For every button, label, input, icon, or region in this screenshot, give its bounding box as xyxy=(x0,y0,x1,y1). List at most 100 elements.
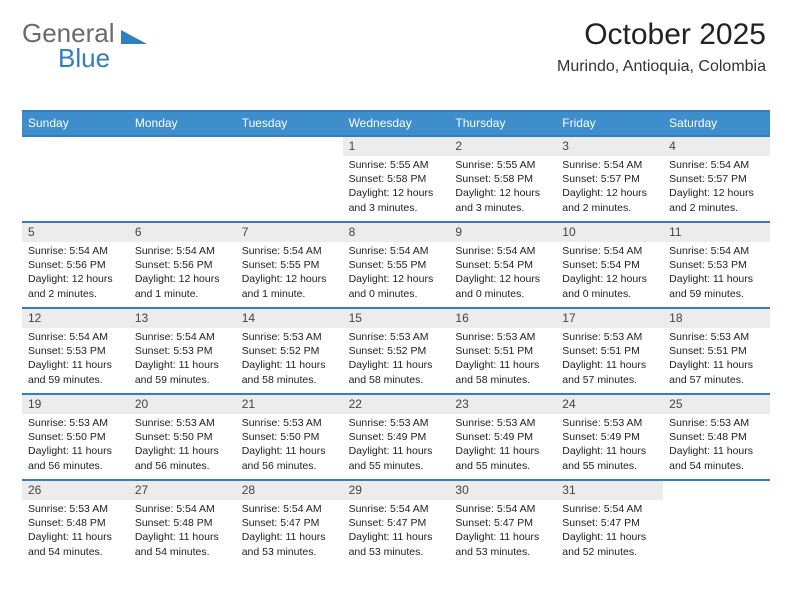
sunrise-text: Sunrise: 5:54 AM xyxy=(669,158,764,172)
day-number: 1 xyxy=(343,137,450,156)
sunrise-text: Sunrise: 5:53 AM xyxy=(455,416,550,430)
sunset-text: Sunset: 5:47 PM xyxy=(349,516,444,530)
calendar-day-cell: 28Sunrise: 5:54 AMSunset: 5:47 PMDayligh… xyxy=(236,481,343,565)
calendar-day-cell: 22Sunrise: 5:53 AMSunset: 5:49 PMDayligh… xyxy=(343,395,450,479)
day-header: Friday xyxy=(556,112,663,135)
daylight-text: Daylight: 11 hours and 53 minutes. xyxy=(455,530,550,558)
sunrise-text: Sunrise: 5:53 AM xyxy=(242,416,337,430)
day-details: Sunrise: 5:54 AMSunset: 5:47 PMDaylight:… xyxy=(449,500,556,563)
sunset-text: Sunset: 5:49 PM xyxy=(562,430,657,444)
day-number: 5 xyxy=(22,223,129,242)
calendar-day-cell: 10Sunrise: 5:54 AMSunset: 5:54 PMDayligh… xyxy=(556,223,663,307)
day-details: Sunrise: 5:53 AMSunset: 5:50 PMDaylight:… xyxy=(129,414,236,477)
sunset-text: Sunset: 5:55 PM xyxy=(349,258,444,272)
day-details: Sunrise: 5:54 AMSunset: 5:47 PMDaylight:… xyxy=(343,500,450,563)
calendar-week-row: 12Sunrise: 5:54 AMSunset: 5:53 PMDayligh… xyxy=(22,307,770,393)
day-details: Sunrise: 5:53 AMSunset: 5:50 PMDaylight:… xyxy=(236,414,343,477)
daylight-text: Daylight: 11 hours and 57 minutes. xyxy=(669,358,764,386)
daylight-text: Daylight: 11 hours and 59 minutes. xyxy=(28,358,123,386)
day-number: 12 xyxy=(22,309,129,328)
calendar-day-cell: 31Sunrise: 5:54 AMSunset: 5:47 PMDayligh… xyxy=(556,481,663,565)
day-details: Sunrise: 5:54 AMSunset: 5:57 PMDaylight:… xyxy=(663,156,770,219)
sunrise-text: Sunrise: 5:53 AM xyxy=(28,416,123,430)
sunset-text: Sunset: 5:50 PM xyxy=(242,430,337,444)
calendar-day-cell: 7Sunrise: 5:54 AMSunset: 5:55 PMDaylight… xyxy=(236,223,343,307)
sunset-text: Sunset: 5:49 PM xyxy=(349,430,444,444)
day-number: 30 xyxy=(449,481,556,500)
calendar-day-cell: 1Sunrise: 5:55 AMSunset: 5:58 PMDaylight… xyxy=(343,137,450,221)
daylight-text: Daylight: 12 hours and 1 minute. xyxy=(242,272,337,300)
sunrise-text: Sunrise: 5:53 AM xyxy=(669,330,764,344)
calendar-day-cell: 29Sunrise: 5:54 AMSunset: 5:47 PMDayligh… xyxy=(343,481,450,565)
day-details: Sunrise: 5:54 AMSunset: 5:56 PMDaylight:… xyxy=(22,242,129,305)
calendar-day-cell: 24Sunrise: 5:53 AMSunset: 5:49 PMDayligh… xyxy=(556,395,663,479)
calendar-day-cell: 27Sunrise: 5:54 AMSunset: 5:48 PMDayligh… xyxy=(129,481,236,565)
sunrise-text: Sunrise: 5:53 AM xyxy=(349,330,444,344)
day-details: Sunrise: 5:53 AMSunset: 5:52 PMDaylight:… xyxy=(343,328,450,391)
day-number: 13 xyxy=(129,309,236,328)
sunset-text: Sunset: 5:57 PM xyxy=(562,172,657,186)
day-details: Sunrise: 5:53 AMSunset: 5:51 PMDaylight:… xyxy=(449,328,556,391)
sunset-text: Sunset: 5:53 PM xyxy=(135,344,230,358)
day-number: 29 xyxy=(343,481,450,500)
sunrise-text: Sunrise: 5:53 AM xyxy=(669,416,764,430)
daylight-text: Daylight: 11 hours and 56 minutes. xyxy=(135,444,230,472)
daylight-text: Daylight: 12 hours and 0 minutes. xyxy=(349,272,444,300)
calendar-day-cell: 16Sunrise: 5:53 AMSunset: 5:51 PMDayligh… xyxy=(449,309,556,393)
day-number: 28 xyxy=(236,481,343,500)
sunset-text: Sunset: 5:51 PM xyxy=(669,344,764,358)
day-details: Sunrise: 5:54 AMSunset: 5:53 PMDaylight:… xyxy=(129,328,236,391)
page-title: October 2025 xyxy=(557,18,766,52)
sunset-text: Sunset: 5:53 PM xyxy=(28,344,123,358)
day-details: Sunrise: 5:53 AMSunset: 5:49 PMDaylight:… xyxy=(449,414,556,477)
sunrise-text: Sunrise: 5:53 AM xyxy=(562,416,657,430)
sunrise-text: Sunrise: 5:55 AM xyxy=(455,158,550,172)
sunset-text: Sunset: 5:55 PM xyxy=(242,258,337,272)
calendar-day-cell: 30Sunrise: 5:54 AMSunset: 5:47 PMDayligh… xyxy=(449,481,556,565)
day-number: 3 xyxy=(556,137,663,156)
sunset-text: Sunset: 5:47 PM xyxy=(562,516,657,530)
calendar-day-cell: 17Sunrise: 5:53 AMSunset: 5:51 PMDayligh… xyxy=(556,309,663,393)
calendar-day-cell: 8Sunrise: 5:54 AMSunset: 5:55 PMDaylight… xyxy=(343,223,450,307)
day-details: Sunrise: 5:54 AMSunset: 5:54 PMDaylight:… xyxy=(556,242,663,305)
calendar-day-cell: 9Sunrise: 5:54 AMSunset: 5:54 PMDaylight… xyxy=(449,223,556,307)
sunset-text: Sunset: 5:48 PM xyxy=(669,430,764,444)
sunset-text: Sunset: 5:54 PM xyxy=(562,258,657,272)
sunrise-text: Sunrise: 5:54 AM xyxy=(28,330,123,344)
daylight-text: Daylight: 11 hours and 55 minutes. xyxy=(562,444,657,472)
calendar: SundayMondayTuesdayWednesdayThursdayFrid… xyxy=(22,110,770,565)
daylight-text: Daylight: 12 hours and 2 minutes. xyxy=(669,186,764,214)
calendar-day-cell: 13Sunrise: 5:54 AMSunset: 5:53 PMDayligh… xyxy=(129,309,236,393)
calendar-day-cell: 25Sunrise: 5:53 AMSunset: 5:48 PMDayligh… xyxy=(663,395,770,479)
calendar-day-cell: 3Sunrise: 5:54 AMSunset: 5:57 PMDaylight… xyxy=(556,137,663,221)
daylight-text: Daylight: 11 hours and 54 minutes. xyxy=(669,444,764,472)
day-number: 18 xyxy=(663,309,770,328)
daylight-text: Daylight: 11 hours and 56 minutes. xyxy=(242,444,337,472)
day-details: Sunrise: 5:54 AMSunset: 5:47 PMDaylight:… xyxy=(236,500,343,563)
day-details: Sunrise: 5:55 AMSunset: 5:58 PMDaylight:… xyxy=(449,156,556,219)
sunrise-text: Sunrise: 5:54 AM xyxy=(562,244,657,258)
sunrise-text: Sunrise: 5:53 AM xyxy=(28,502,123,516)
calendar-day-cell xyxy=(663,481,770,565)
sunrise-text: Sunrise: 5:54 AM xyxy=(242,244,337,258)
day-details: Sunrise: 5:54 AMSunset: 5:57 PMDaylight:… xyxy=(556,156,663,219)
daylight-text: Daylight: 11 hours and 54 minutes. xyxy=(135,530,230,558)
day-details: Sunrise: 5:54 AMSunset: 5:47 PMDaylight:… xyxy=(556,500,663,563)
sunset-text: Sunset: 5:51 PM xyxy=(562,344,657,358)
day-details: Sunrise: 5:54 AMSunset: 5:56 PMDaylight:… xyxy=(129,242,236,305)
day-number: 20 xyxy=(129,395,236,414)
sunrise-text: Sunrise: 5:54 AM xyxy=(349,244,444,258)
sunrise-text: Sunrise: 5:54 AM xyxy=(455,244,550,258)
day-number: 14 xyxy=(236,309,343,328)
daylight-text: Daylight: 12 hours and 3 minutes. xyxy=(455,186,550,214)
day-number: 26 xyxy=(22,481,129,500)
calendar-day-cell xyxy=(129,137,236,221)
daylight-text: Daylight: 11 hours and 58 minutes. xyxy=(455,358,550,386)
daylight-text: Daylight: 11 hours and 59 minutes. xyxy=(669,272,764,300)
daylight-text: Daylight: 11 hours and 55 minutes. xyxy=(455,444,550,472)
day-details: Sunrise: 5:53 AMSunset: 5:49 PMDaylight:… xyxy=(556,414,663,477)
day-header: Sunday xyxy=(22,112,129,135)
calendar-day-cell: 15Sunrise: 5:53 AMSunset: 5:52 PMDayligh… xyxy=(343,309,450,393)
day-details: Sunrise: 5:54 AMSunset: 5:53 PMDaylight:… xyxy=(663,242,770,305)
calendar-day-cell: 2Sunrise: 5:55 AMSunset: 5:58 PMDaylight… xyxy=(449,137,556,221)
